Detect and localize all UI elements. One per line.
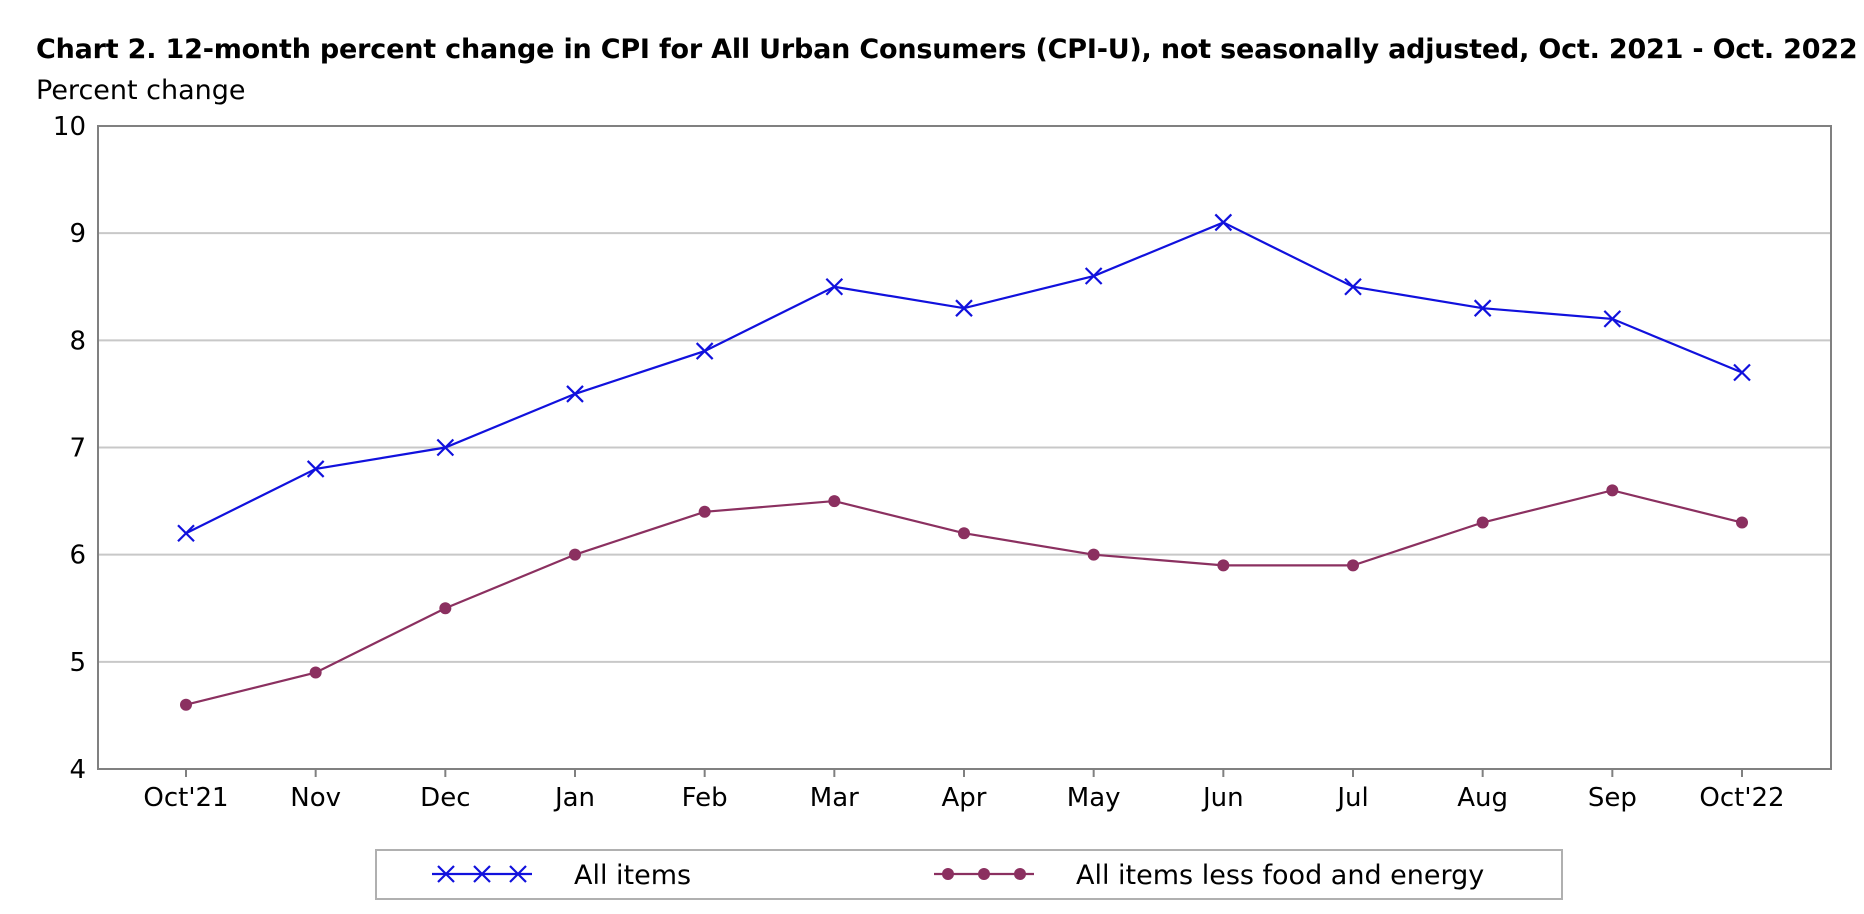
legend-label: All items less food and energy: [1076, 860, 1484, 891]
data-point: [1603, 310, 1622, 328]
data-point: [1344, 277, 1362, 296]
data-point: [1606, 484, 1619, 497]
x-tick-label: Jan: [553, 783, 595, 813]
data-point: [306, 460, 325, 478]
data-point: [958, 527, 970, 540]
data-point: [180, 698, 192, 711]
x-marker-stroke: [177, 524, 195, 543]
chart-title: Chart 2. 12-month percent change in CPI …: [36, 34, 1858, 65]
data-point: [566, 385, 584, 403]
y-tick-label: 10: [53, 112, 86, 142]
y-tick-label: 7: [69, 434, 86, 464]
data-point: [1733, 363, 1751, 382]
x-marker-stroke: [825, 277, 844, 296]
y-tick-label: 4: [69, 755, 86, 785]
legend-marker: [437, 865, 455, 883]
data-point: [1214, 213, 1233, 232]
y-axis-ticks: 4 5 6 7 8 9 10: [53, 112, 86, 785]
y-tick-label: 6: [69, 541, 86, 571]
data-point: [1084, 267, 1103, 285]
data-point: [698, 505, 711, 518]
x-marker-stroke: [955, 299, 973, 317]
data-point: [695, 342, 714, 360]
data-point: [1476, 516, 1489, 529]
x-tick-label: Nov: [290, 783, 341, 813]
data-point: [1347, 559, 1359, 572]
x-tick-label: Jul: [1335, 783, 1368, 813]
series-line: [185, 221, 1743, 535]
data-point: [177, 524, 195, 543]
data-point: [955, 299, 973, 317]
x-tick-label: Apr: [942, 783, 987, 813]
y-axis-label: Percent change: [36, 75, 246, 106]
x-marker-stroke: [1473, 299, 1492, 317]
x-marker-stroke: [306, 460, 325, 478]
x-tick-label: Mar: [810, 783, 859, 813]
legend-item: All items less food and energy: [934, 860, 1484, 891]
legend-marker: [509, 865, 527, 883]
series-all-items-less-food-and-energy: [180, 484, 1748, 711]
series-all-items: [177, 213, 1751, 543]
x-marker-stroke: [1603, 310, 1622, 328]
y-tick-label: 5: [69, 648, 86, 678]
data-point: [569, 548, 581, 561]
x-marker-stroke: [1084, 267, 1103, 285]
data-point: [825, 277, 844, 296]
x-marker-stroke: [695, 342, 714, 360]
legend: All items All items less food and energy: [375, 849, 1563, 900]
x-tick-label: Jun: [1201, 783, 1244, 813]
x-marker-stroke: [566, 385, 584, 403]
data-point: [1473, 299, 1492, 317]
x-tick-label: Feb: [682, 783, 728, 813]
data-point: [1217, 559, 1230, 572]
x-marker-stroke: [473, 865, 491, 883]
data-point: [439, 602, 452, 615]
x-tick-label: Dec: [420, 783, 470, 813]
y-tick-label: 8: [69, 326, 86, 356]
legend-marker: [1014, 868, 1026, 880]
x-tick-label: Oct'22: [1699, 783, 1784, 813]
series-layer: [177, 213, 1751, 711]
x-marker-stroke: [1344, 277, 1362, 296]
x-marker-stroke: [437, 865, 455, 883]
legend-marker: [942, 868, 954, 880]
legend-label: All items: [574, 860, 691, 891]
legend-marker: [978, 868, 990, 880]
data-point: [1736, 516, 1748, 529]
x-tick-label: Sep: [1588, 783, 1637, 813]
x-marker-stroke: [436, 438, 455, 457]
legend-marker: [473, 865, 491, 883]
data-point: [828, 495, 841, 508]
data-point: [436, 438, 455, 457]
x-marker-stroke: [1733, 363, 1751, 382]
series-line: [185, 489, 1743, 706]
x-axis-ticks: Oct'21 Nov Dec Jan Feb Mar Apr May Jun Jul Aug Sep O…: [143, 769, 1785, 813]
x-marker-stroke: [1214, 213, 1233, 232]
x-tick-label: Aug: [1457, 783, 1508, 813]
gridlines: [98, 232, 1831, 663]
data-point: [309, 666, 322, 679]
data-point: [1087, 548, 1100, 561]
legend-item: All items: [432, 860, 691, 891]
x-marker-stroke: [509, 865, 527, 883]
x-tick-label: Oct'21: [143, 783, 228, 813]
x-tick-label: May: [1067, 783, 1121, 813]
y-tick-label: 9: [69, 219, 86, 249]
